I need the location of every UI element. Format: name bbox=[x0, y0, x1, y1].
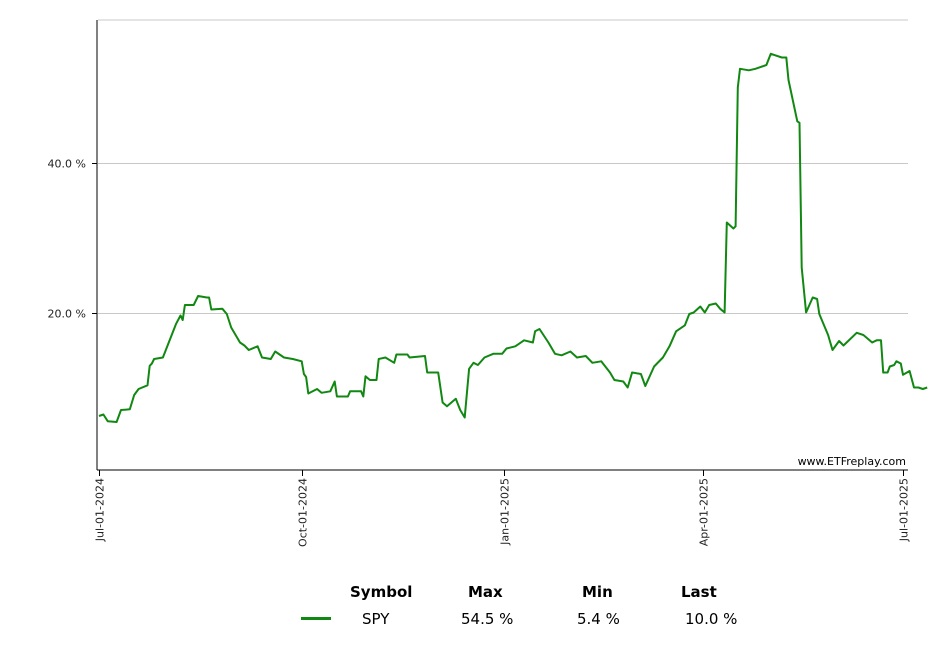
legend-min-spy: 5.4 % bbox=[577, 610, 620, 628]
x-tick-label: Apr-01-2025 bbox=[698, 478, 711, 546]
legend-header-max: Max bbox=[468, 583, 503, 601]
legend-swatch-spy bbox=[301, 617, 331, 620]
series-group bbox=[98, 52, 928, 423]
x-axis-ticks: Jul-01-2024 Oct-01-2024 Jan-01-2025 Apr-01-… bbox=[94, 470, 911, 547]
line-chart: 20.0 % 40.0 % Jul-01-2024 Oct-01-2024 Jan-0… bbox=[48, 19, 928, 547]
y-axis-ticks: 20.0 % 40.0 % bbox=[48, 158, 97, 321]
legend-max-spy: 54.5 % bbox=[461, 610, 514, 628]
y-tick-label: 20.0 % bbox=[48, 308, 86, 321]
legend-header-last: Last bbox=[681, 583, 717, 601]
y-tick-label: 40.0 % bbox=[48, 158, 86, 171]
legend-symbol-spy: SPY bbox=[362, 610, 390, 628]
legend-table: Symbol Max Min Last SPY 54.5 % 5.4 % 10.… bbox=[0, 580, 940, 640]
legend-header-min: Min bbox=[582, 583, 613, 601]
gridlines bbox=[98, 19, 908, 314]
watermark: www.ETFreplay.com bbox=[798, 455, 906, 468]
legend-last-spy: 10.0 % bbox=[685, 610, 738, 628]
x-tick-label: Oct-01-2024 bbox=[297, 478, 310, 547]
x-tick-label: Jul-01-2025 bbox=[898, 478, 911, 542]
series-line-spy bbox=[98, 52, 928, 423]
x-tick-label: Jan-01-2025 bbox=[499, 478, 512, 546]
legend-header-symbol: Symbol bbox=[350, 583, 413, 601]
x-tick-label: Jul-01-2024 bbox=[94, 478, 107, 542]
